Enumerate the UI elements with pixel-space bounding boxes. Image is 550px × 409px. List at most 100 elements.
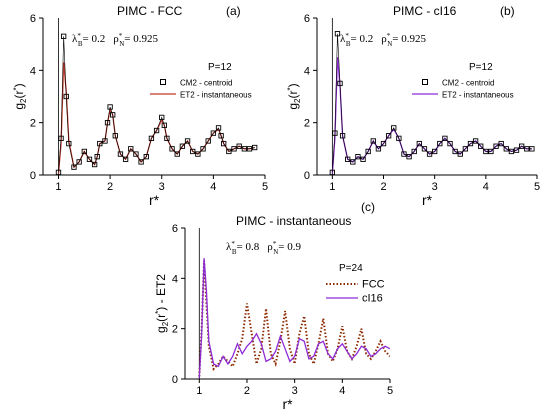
y-tick-label: 4	[172, 273, 178, 285]
series-1-point	[104, 120, 111, 126]
param-lambda-sub: B	[232, 248, 237, 256]
series-1-point	[472, 138, 479, 144]
series-1-point	[365, 148, 371, 155]
x-tick-label: 1	[329, 181, 335, 193]
series-1-point	[375, 146, 382, 152]
panel-label: (c)	[361, 200, 375, 214]
series-1-point	[360, 156, 366, 162]
parameter-text: λ* B= 0.2 ρ* N= 0.925	[72, 32, 159, 48]
series-1-point	[148, 135, 155, 142]
series-1-point	[437, 140, 443, 147]
param-rho: ρ	[267, 241, 273, 253]
plot-area	[198, 258, 390, 378]
panel-label: (b)	[500, 4, 515, 18]
series-1-point	[339, 133, 346, 139]
series-1-point	[457, 151, 463, 157]
series-line-1	[198, 260, 390, 377]
series-1-point	[91, 161, 98, 168]
y-tick-label: 2	[304, 118, 310, 130]
series-1-point	[97, 140, 103, 147]
legend-title: P=12	[469, 62, 493, 73]
y-label-rest: (r	[286, 90, 300, 98]
y-axis-label: g2(r*)	[12, 83, 28, 109]
series-1-point	[337, 80, 343, 87]
legend: CM2 - centroid ET2 - instantaneous	[150, 79, 252, 100]
param-rho-sub: N	[387, 40, 392, 48]
series-1-point	[210, 130, 217, 136]
series-1-point	[426, 151, 433, 157]
series-1-point	[467, 140, 474, 147]
param-lambda-sub: B	[78, 40, 83, 48]
series-line-1	[58, 36, 255, 173]
series-1-point	[483, 148, 489, 155]
param-lambda: λ	[340, 33, 346, 45]
series-1-point	[432, 148, 438, 155]
parameter-text: λ* B= 0.8 ρ* N= 0.9	[226, 240, 302, 256]
param-lambda: λ	[72, 33, 78, 45]
series-1-point	[345, 156, 351, 162]
x-tick-label: 1	[196, 385, 202, 397]
series-1-point	[58, 135, 64, 142]
param-rho-sub: N	[273, 248, 278, 256]
series-1-point	[169, 146, 175, 152]
series-line-2	[198, 258, 390, 378]
param-rho: ρ	[381, 33, 387, 45]
series-1-point	[128, 146, 134, 152]
legend-title: P=24	[339, 263, 363, 274]
series-1-point	[411, 148, 417, 155]
param-lambda-star: *	[77, 32, 81, 40]
legend: CM2 - centroid ET2 - instantaneous	[412, 79, 514, 100]
x-tick-label: 4	[210, 181, 216, 193]
series-1-point	[55, 169, 62, 175]
series-1-point	[370, 138, 376, 144]
series-1-point	[94, 154, 100, 160]
legend-symbol-square	[160, 79, 166, 85]
series-1-point	[391, 125, 397, 131]
y-label-rest: (r	[154, 314, 168, 322]
series-1-point	[350, 159, 356, 165]
x-tick-label: 5	[387, 385, 393, 397]
series-1-point	[63, 93, 69, 100]
series-1-point	[406, 154, 412, 160]
series-1-point	[200, 146, 206, 152]
x-tick-label: 1	[55, 181, 61, 193]
y-tick-label: 6	[304, 13, 310, 25]
panel-label: (a)	[226, 4, 241, 18]
param-lambda-value: = 0.8	[237, 241, 260, 253]
series-1-point	[519, 143, 525, 149]
x-tick-label: 2	[380, 181, 386, 193]
panel-title: PIMC - instantaneous	[236, 214, 351, 228]
x-tick-label: 2	[107, 181, 113, 193]
y-tick-label: 0	[30, 170, 36, 182]
series-1-point	[252, 144, 258, 151]
y-label-sup: *	[12, 87, 21, 90]
legend-label: CM2 - centroid	[442, 79, 494, 88]
series-1-point	[161, 122, 167, 128]
series-1-point	[66, 140, 72, 147]
series-1-point	[442, 135, 448, 142]
panel-title: PIMC - cI16	[393, 4, 457, 18]
series-1-point	[498, 140, 504, 147]
series-1-point	[513, 147, 520, 153]
y-label-main: g	[286, 103, 300, 110]
series-1-point	[236, 143, 242, 149]
series-1-point	[218, 133, 224, 139]
x-tick-label: 5	[534, 181, 540, 193]
y-tick-label: 4	[30, 65, 36, 77]
y-axis-label: g2(r*)	[286, 83, 302, 109]
param-rho-value: = 0.925	[392, 33, 426, 45]
param-lambda-value: = 0.2	[351, 33, 374, 45]
series-1-point	[81, 148, 87, 155]
series-1-point	[226, 148, 232, 155]
series-1-point	[205, 138, 211, 144]
plot-area	[329, 31, 535, 175]
x-tick-label: 3	[292, 385, 298, 397]
y-label-end: )	[286, 83, 300, 87]
series-1-point	[86, 156, 93, 162]
series-1-point	[174, 151, 180, 157]
legend-label: ET2 - instantaneous	[180, 91, 252, 100]
series-1-point	[110, 112, 116, 118]
series-1-point	[231, 146, 237, 152]
